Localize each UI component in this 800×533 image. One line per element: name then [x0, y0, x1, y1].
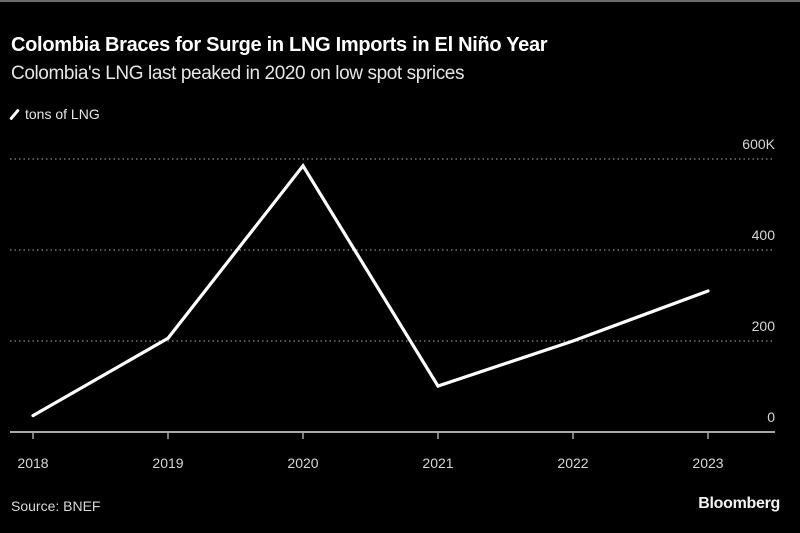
series-line — [31, 163, 710, 418]
y-tick-label: 200 — [752, 318, 776, 334]
x-tick-label: 2019 — [152, 455, 183, 471]
x-tick-label: 2020 — [287, 455, 318, 471]
y-tick-label: 0 — [767, 409, 775, 425]
x-tick-label: 2021 — [422, 455, 453, 471]
y-axis: 0 200 400 600K — [742, 136, 775, 425]
x-tick-label: 2023 — [692, 455, 723, 471]
chart-title: Colombia Braces for Surge in LNG Imports… — [11, 34, 548, 56]
top-border — [0, 0, 800, 2]
chart-subtitle: Colombia's LNG last peaked in 2020 on lo… — [11, 63, 465, 84]
x-tick-label: 2018 — [17, 455, 48, 471]
y-tick-label: 600K — [742, 136, 775, 152]
x-tick-label: 2022 — [557, 455, 588, 471]
series-layer — [31, 163, 710, 418]
legend: tons of LNG — [9, 106, 100, 122]
y-tick-label: 400 — [752, 227, 776, 243]
x-axis: 2018 2019 2020 2021 2022 2023 — [10, 431, 775, 471]
gridlines — [10, 158, 775, 342]
source-note: Source: BNEF — [11, 498, 101, 514]
bloomberg-logo: Bloomberg — [698, 495, 780, 512]
legend-label: tons of LNG — [25, 106, 100, 122]
